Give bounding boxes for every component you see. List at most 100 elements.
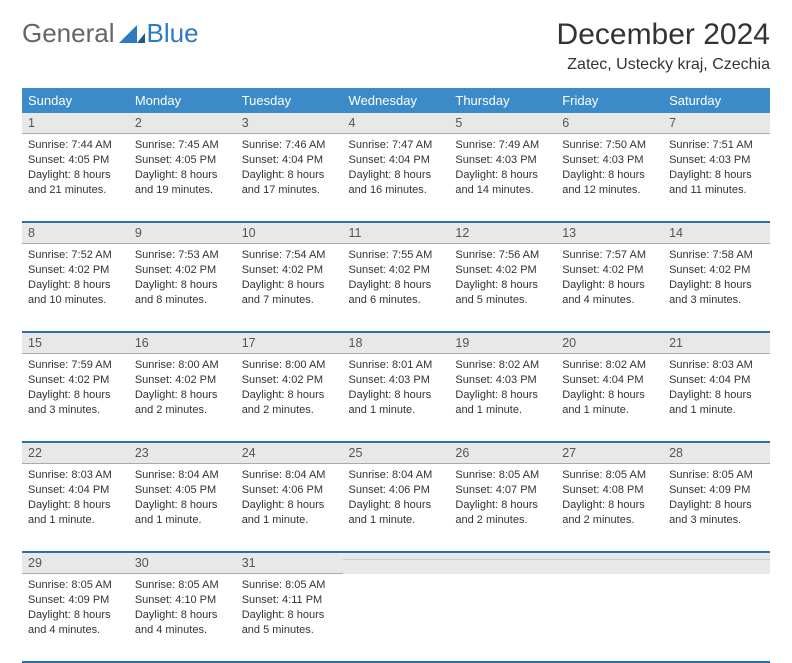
body-row: Sunrise: 7:52 AMSunset: 4:02 PMDaylight:… — [22, 244, 770, 332]
day-number — [556, 553, 663, 560]
dayname: Wednesday — [343, 88, 450, 113]
day-cell: Sunrise: 7:49 AMSunset: 4:03 PMDaylight:… — [449, 134, 556, 203]
day-number: 22 — [22, 443, 129, 464]
sunrise-text: Sunrise: 8:05 AM — [455, 468, 550, 483]
day-number: 25 — [343, 443, 450, 464]
sunset-text: Sunset: 4:09 PM — [669, 483, 764, 498]
sunrise-text: Sunrise: 8:04 AM — [135, 468, 230, 483]
day-number: 17 — [236, 333, 343, 354]
sunrise-text: Sunrise: 8:02 AM — [562, 358, 657, 373]
day-cell: Sunrise: 8:04 AMSunset: 4:06 PMDaylight:… — [236, 464, 343, 533]
sunset-text: Sunset: 4:02 PM — [28, 263, 123, 278]
body-row: Sunrise: 7:44 AM Sunset: 4:05 PM Daylight:… — [22, 134, 770, 222]
day-number: 3 — [236, 113, 343, 134]
sunrise-text: Sunrise: 8:05 AM — [562, 468, 657, 483]
daynum-row: 15161718192021 — [22, 332, 770, 354]
sunset-text: Sunset: 4:02 PM — [135, 263, 230, 278]
day-number: 19 — [449, 333, 556, 354]
sunrise-text: Sunrise: 8:01 AM — [349, 358, 444, 373]
sunrise-text: Sunrise: 8:05 AM — [135, 578, 230, 593]
day-number: 7 — [663, 113, 770, 134]
daynum-row: 891011121314 — [22, 222, 770, 244]
daylight-text: Daylight: 8 hours and 3 minutes. — [28, 388, 123, 418]
daylight-text: Daylight: 8 hours and 1 minute. — [349, 388, 444, 418]
sunrise-text: Sunrise: 8:00 AM — [242, 358, 337, 373]
dayname: Saturday — [663, 88, 770, 113]
day-number: 12 — [449, 223, 556, 244]
logo-text-2: Blue — [147, 18, 199, 49]
location-label: Zatec, Ustecky kraj, Czechia — [557, 56, 770, 74]
sunset-text: Sunset: 4:05 PM — [135, 483, 230, 498]
day-number: 24 — [236, 443, 343, 464]
day-number: 14 — [663, 223, 770, 244]
sunset-text: Sunset: 4:11 PM — [242, 593, 337, 608]
sunset-text: Sunset: 4:07 PM — [455, 483, 550, 498]
sunset-text: Sunset: 4:03 PM — [455, 373, 550, 388]
daylight-text: Daylight: 8 hours and 4 minutes. — [28, 608, 123, 638]
daylight-text: Daylight: 8 hours and 4 minutes. — [135, 608, 230, 638]
day-number: 30 — [129, 553, 236, 574]
daylight-text: Daylight: 8 hours and 3 minutes. — [669, 278, 764, 308]
day-cell: Sunrise: 8:02 AMSunset: 4:04 PMDaylight:… — [556, 354, 663, 423]
sunset-text: Sunset: 4:02 PM — [349, 263, 444, 278]
day-number: 2 — [129, 113, 236, 134]
daylight-text: Daylight: 8 hours and 8 minutes. — [135, 278, 230, 308]
sunset-text: Sunset: 4:02 PM — [669, 263, 764, 278]
day-cell: Sunrise: 8:05 AMSunset: 4:10 PMDaylight:… — [129, 574, 236, 643]
day-cell: Sunrise: 8:01 AMSunset: 4:03 PMDaylight:… — [343, 354, 450, 423]
sunset-text: Sunset: 4:05 PM — [135, 153, 230, 168]
logo-text-1: General — [22, 18, 115, 49]
sunrise-text: Sunrise: 7:56 AM — [455, 248, 550, 263]
sunset-text: Sunset: 4:03 PM — [455, 153, 550, 168]
daynum-row: 1234567 — [22, 113, 770, 134]
daynum-row: 293031 — [22, 552, 770, 574]
day-number: 20 — [556, 333, 663, 354]
day-cell: Sunrise: 7:59 AMSunset: 4:02 PMDaylight:… — [22, 354, 129, 423]
sunset-text: Sunset: 4:06 PM — [349, 483, 444, 498]
day-cell — [449, 574, 556, 584]
day-number: 15 — [22, 333, 129, 354]
sunrise-text: Sunrise: 7:50 AM — [562, 138, 657, 153]
sunrise-text: Sunrise: 8:04 AM — [242, 468, 337, 483]
daylight-text: Daylight: 8 hours and 1 minute. — [455, 388, 550, 418]
daylight-text: Daylight: 8 hours and 7 minutes. — [242, 278, 337, 308]
sunrise-text: Sunrise: 7:45 AM — [135, 138, 230, 153]
dayname: Thursday — [449, 88, 556, 113]
day-cell: Sunrise: 7:56 AMSunset: 4:02 PMDaylight:… — [449, 244, 556, 313]
daylight-text: Daylight: 8 hours and 1 minute. — [242, 498, 337, 528]
daynum-row: 22232425262728 — [22, 442, 770, 464]
day-cell — [556, 574, 663, 584]
day-number: 16 — [129, 333, 236, 354]
sunrise-text: Sunrise: 8:03 AM — [28, 468, 123, 483]
day-number: 18 — [343, 333, 450, 354]
day-cell — [663, 574, 770, 584]
daylight-text: Daylight: 8 hours and 10 minutes. — [28, 278, 123, 308]
day-cell: Sunrise: 8:05 AMSunset: 4:08 PMDaylight:… — [556, 464, 663, 533]
daylight-text: Daylight: 8 hours and 2 minutes. — [455, 498, 550, 528]
day-cell: Sunrise: 7:54 AMSunset: 4:02 PMDaylight:… — [236, 244, 343, 313]
day-cell: Sunrise: 7:47 AMSunset: 4:04 PMDaylight:… — [343, 134, 450, 203]
day-number: 23 — [129, 443, 236, 464]
daylight-text: Daylight: 8 hours and 14 minutes. — [455, 168, 550, 198]
sunrise-text: Sunrise: 8:02 AM — [455, 358, 550, 373]
daylight-text: Daylight: 8 hours and 1 minute. — [562, 388, 657, 418]
day-number: 8 — [22, 223, 129, 244]
sunrise-text: Sunrise: 8:04 AM — [349, 468, 444, 483]
daylight-text: Daylight: 8 hours and 11 minutes. — [669, 168, 764, 198]
body-row: Sunrise: 7:59 AMSunset: 4:02 PMDaylight:… — [22, 354, 770, 442]
day-cell: Sunrise: 8:05 AMSunset: 4:09 PMDaylight:… — [663, 464, 770, 533]
sunrise-text: Sunrise: 7:44 AM — [28, 138, 123, 153]
sunset-text: Sunset: 4:03 PM — [562, 153, 657, 168]
day-cell: Sunrise: 7:44 AMSunset: 4:05 PMDaylight:… — [22, 134, 129, 203]
day-number: 9 — [129, 223, 236, 244]
header: General Blue December 2024 Zatec, Usteck… — [22, 18, 770, 74]
day-cell: Sunrise: 8:05 AMSunset: 4:11 PMDaylight:… — [236, 574, 343, 643]
sunset-text: Sunset: 4:04 PM — [562, 373, 657, 388]
sunset-text: Sunset: 4:04 PM — [669, 373, 764, 388]
day-number: 5 — [449, 113, 556, 134]
day-number: 27 — [556, 443, 663, 464]
daylight-text: Daylight: 8 hours and 17 minutes. — [242, 168, 337, 198]
day-number: 10 — [236, 223, 343, 244]
day-number: 21 — [663, 333, 770, 354]
sunset-text: Sunset: 4:02 PM — [455, 263, 550, 278]
